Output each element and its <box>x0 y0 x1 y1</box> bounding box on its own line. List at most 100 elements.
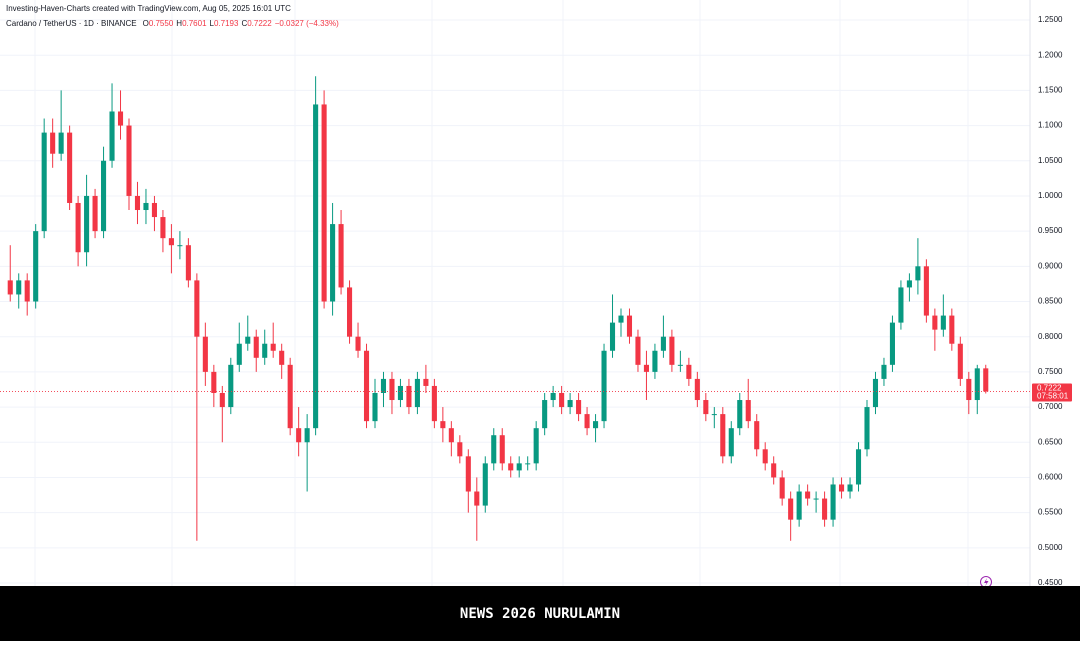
candle-body <box>711 414 717 416</box>
candle-body <box>550 392 556 401</box>
candle-body <box>236 343 242 365</box>
candle-body <box>219 392 225 408</box>
candle-body <box>363 350 370 422</box>
candle-body <box>771 463 777 478</box>
candle-body <box>440 421 446 429</box>
candle-body <box>50 132 56 154</box>
candle-body <box>584 414 590 429</box>
candle-body <box>940 315 946 330</box>
lightning-glyph <box>984 578 989 587</box>
candle-body <box>211 371 217 393</box>
candle-body <box>720 414 726 457</box>
y-tick-label: 1.0500 <box>1038 156 1063 165</box>
candle-body <box>134 195 141 211</box>
candle-body <box>839 484 845 492</box>
candle-body <box>855 449 862 485</box>
candle-body <box>474 491 480 506</box>
y-tick-label: 1.1000 <box>1038 121 1063 130</box>
candle-body <box>330 224 336 302</box>
candle-body <box>482 463 488 506</box>
candle-body <box>516 463 522 471</box>
ohlc-value: 0.7550 <box>149 19 174 28</box>
candle-body <box>737 400 743 429</box>
candle-body <box>160 217 166 239</box>
candle-body <box>949 315 955 344</box>
candle-body <box>347 287 353 337</box>
legend-text: Cardano / TetherUS · 1D · BINANCE O0.7550… <box>6 19 339 28</box>
candle-body <box>872 378 879 408</box>
candle-body <box>779 477 785 499</box>
ohlc-key: C <box>241 19 247 28</box>
candle-body <box>202 336 208 372</box>
candle-body <box>889 322 895 365</box>
candle-body <box>762 449 768 464</box>
candle-body <box>33 231 39 302</box>
candle-body <box>372 392 378 422</box>
candle-body <box>24 280 30 302</box>
candle-body <box>355 336 361 351</box>
y-tick-label: 0.6000 <box>1038 473 1063 482</box>
y-tick-label: 0.5000 <box>1038 543 1063 552</box>
candle-body <box>813 498 819 500</box>
candle-body <box>796 491 802 520</box>
candle-body <box>101 160 107 232</box>
candle-body <box>576 400 582 415</box>
candle-body <box>262 343 268 358</box>
countdown: 07:58:01 <box>1037 392 1069 401</box>
last-price-box <box>1032 383 1072 402</box>
candle-body <box>957 343 963 379</box>
candle-body <box>932 315 938 330</box>
candle-body <box>92 195 98 232</box>
candle-body <box>397 385 403 401</box>
candle-body <box>593 421 599 429</box>
legend: Cardano / TetherUS · 1D · BINANCE O0.7550… <box>6 19 339 28</box>
candle-body <box>694 378 700 401</box>
candle-body <box>533 428 539 464</box>
candle-body <box>321 104 327 302</box>
candle-body <box>7 280 13 295</box>
y-tick-label: 0.9500 <box>1038 226 1063 235</box>
banner: NEWS 2026 NURULAMIN <box>460 606 620 622</box>
candle-body <box>431 385 437 422</box>
candle-body <box>126 125 132 196</box>
candle-body <box>915 266 921 281</box>
ohlc-value: 0.7193 <box>214 19 239 28</box>
y-tick-label: 0.5500 <box>1038 508 1063 517</box>
candle-body <box>906 280 912 288</box>
price-axis: 0.4500 0.5000 0.5500 0.6000 0.6500 0.7000 0.75… <box>1038 15 1063 587</box>
change: −0.0327 (−4.33%) <box>275 19 339 28</box>
last-price-label: 0.7222 <box>1037 384 1062 393</box>
candle-body <box>966 378 972 401</box>
candle-body <box>669 336 675 365</box>
candle-body <box>185 245 191 281</box>
candle-body <box>75 202 81 253</box>
y-tick-label: 1.0000 <box>1038 191 1063 200</box>
candle-body <box>423 378 429 386</box>
candle-body <box>822 498 828 520</box>
candle-body <box>245 336 251 344</box>
candle-body <box>406 385 412 408</box>
candle-body <box>253 336 259 358</box>
candle-body <box>864 407 870 450</box>
ohlc-value: 0.7222 <box>247 19 272 28</box>
candle-body <box>168 238 174 246</box>
candle-body <box>499 435 505 464</box>
candle-body <box>788 498 794 520</box>
candle-body <box>457 442 463 457</box>
candle-body <box>745 400 751 422</box>
ohlc-value: 0.7601 <box>182 19 207 28</box>
candle-body <box>601 350 607 422</box>
candle-body <box>635 336 641 365</box>
ohlc-key: L <box>210 19 215 28</box>
candle-body <box>626 315 633 337</box>
candle-body <box>660 336 666 351</box>
candle-body <box>228 364 234 408</box>
candle-body <box>703 400 709 415</box>
candle-body <box>728 428 734 457</box>
candle-body <box>177 245 183 247</box>
candle-body <box>151 202 157 218</box>
candle-body <box>194 280 200 337</box>
candle-body <box>313 104 319 429</box>
candle-body <box>414 378 420 408</box>
